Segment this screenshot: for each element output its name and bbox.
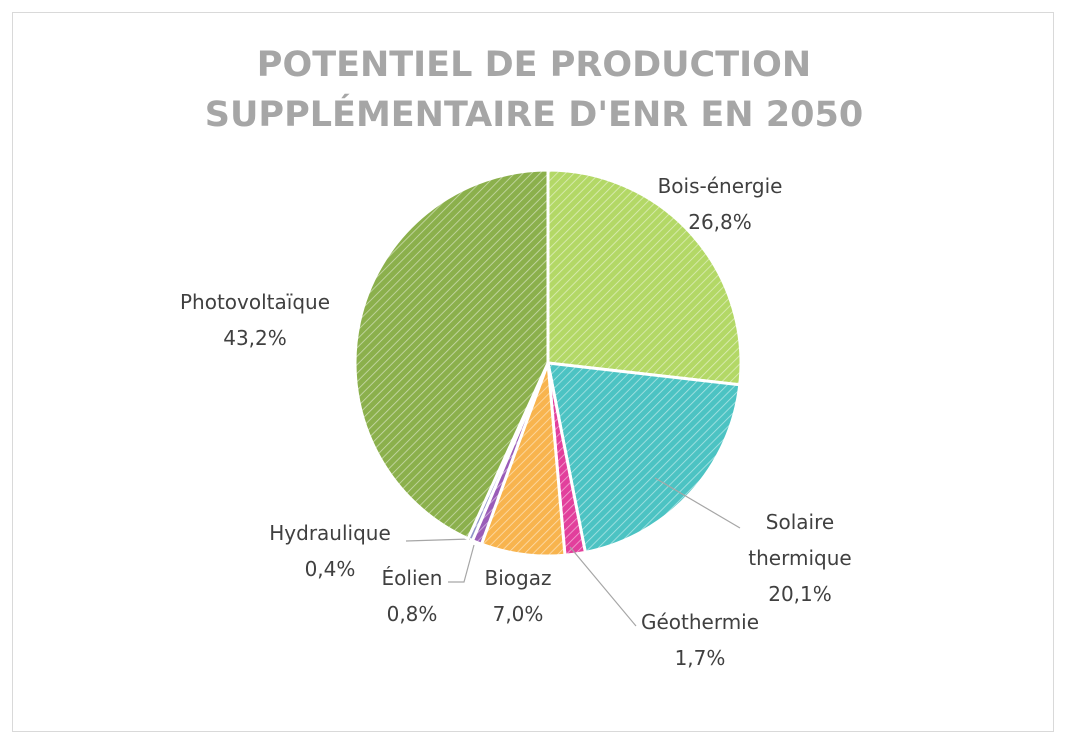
pie-chart [353, 168, 743, 627]
category-label: Éolien [381, 566, 443, 590]
category-label: Bois-énergie [657, 174, 783, 198]
pie-slice [353, 168, 550, 541]
leader-line [405, 538, 471, 542]
slice-label: Photovoltaïque 43,2% [180, 284, 330, 356]
chart-title: POTENTIEL DE PRODUCTION SUPPLÉMENTAIRE D… [204, 45, 864, 135]
value-label: 0,8% [386, 602, 438, 626]
value-label: 0,4% [304, 557, 356, 581]
slice-label: Hydraulique 0,4% [269, 515, 391, 587]
slice-label: Biogaz 7,0% [485, 560, 552, 632]
pie-slice [546, 168, 743, 387]
page: POTENTIEL DE PRODUCTION SUPPLÉMENTAIRE D… [12, 12, 1054, 732]
category-label: Hydraulique [269, 521, 391, 545]
category-label: Biogaz [484, 566, 552, 590]
category-label: Solaire thermique [748, 510, 852, 570]
value-label: 7,0% [492, 602, 544, 626]
slice-label: Éolien 0,8% [382, 560, 443, 632]
category-label: Géothermie [640, 610, 760, 634]
leader-line [448, 544, 475, 583]
pie-slice [546, 361, 742, 555]
value-label: 20,1% [768, 582, 832, 606]
value-label: 26,8% [688, 210, 752, 234]
leader-line [654, 477, 741, 529]
value-label: 1,7% [674, 646, 726, 670]
slice-label: Bois-énergie 26,8% [658, 168, 783, 240]
category-label: Photovoltaïque [179, 290, 331, 314]
value-label: 43,2% [223, 326, 287, 350]
leader-line [569, 546, 637, 627]
slice-label: Solaire thermique 20,1% [745, 504, 855, 612]
slice-label: Géothermie 1,7% [641, 604, 759, 676]
